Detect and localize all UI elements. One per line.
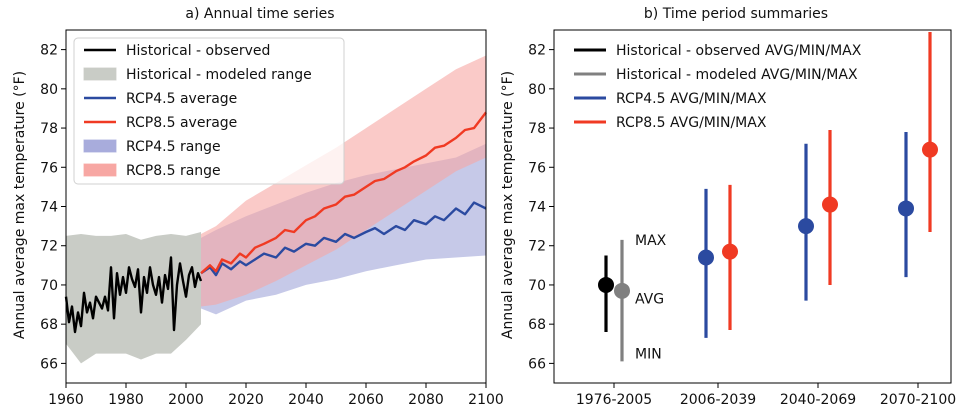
legend-label-rcp8-5-range: RCP8.5 range [126, 163, 221, 179]
panel-a-plot-area [64, 55, 487, 364]
panel-a-annual-time-series: a) Annual time series Annual average max… [12, 6, 504, 408]
legend-label-historical-observed-avg-min-max: Historical - observed AVG/MIN/MAX [616, 43, 862, 59]
legend-label-rcp8-5-avg-min-max: RCP8.5 AVG/MIN/MAX [616, 115, 767, 131]
panel-a-legend-box [73, 37, 345, 185]
line-rcp4-5-average [200, 201, 487, 277]
annotation-avg: AVG [635, 292, 664, 308]
avg-marker-rcp8-5-avg-min-max-2070-2100 [922, 141, 938, 158]
y-tick-label-68: 68 [528, 317, 546, 333]
y-tick-label-66: 66 [40, 356, 58, 372]
panel-a-legend: Historical - observed Historical - modele… [73, 37, 345, 185]
x-tick-label-2040: 2040 [288, 392, 324, 408]
avg-marker-historical-observed-avg-min-max-1976-2005 [598, 276, 614, 293]
y-tick-label-66: 66 [528, 356, 546, 372]
y-tick-label-80: 80 [40, 82, 58, 98]
avg-marker-historical-modeled-avg-min-max-1976-2005 [614, 282, 630, 299]
x-tick-label-2040-2069: 2040-2069 [780, 392, 856, 408]
panel-b-legend: Historical - observed AVG/MIN/MAX Histori… [574, 43, 862, 131]
legend-label-rcp4-5-avg-min-max: RCP4.5 AVG/MIN/MAX [616, 91, 767, 107]
x-tick-label-2100: 2100 [468, 392, 504, 408]
legend-label-rcp8-5-average: RCP8.5 average [126, 115, 237, 131]
line-historical-observed [64, 256, 203, 334]
x-tick-label-1960: 1960 [48, 392, 84, 408]
legend-label-historical-modeled-avg-min-max: Historical - modeled AVG/MIN/MAX [616, 67, 858, 83]
y-tick-label-76: 76 [40, 160, 58, 176]
panel-a-y-axis-label: Annual average max temperature (°F) [12, 71, 28, 339]
legend-label-historical-modeled-range: Historical - modeled range [126, 67, 312, 83]
x-tick-label-2070-2100: 2070-2100 [880, 392, 956, 408]
panel-b-axes: 1976-2005 2006-2039 2040-2069 2070-2100 66 68… [528, 29, 956, 408]
band-historical-modeled-range [66, 232, 201, 364]
y-tick-label-78: 78 [528, 121, 546, 137]
y-tick-label-74: 74 [528, 200, 546, 216]
y-tick-label-70: 70 [528, 278, 546, 294]
legend-label-rcp4-5-average: RCP4.5 average [126, 91, 237, 107]
legend-label-historical-observed: Historical - observed [126, 43, 270, 59]
y-tick-label-68: 68 [40, 317, 58, 333]
avg-marker-rcp4-5-avg-min-max-2006-2039 [698, 249, 714, 266]
x-tick-label-2006-2039: 2006-2039 [680, 392, 756, 408]
x-tick-label-1980: 1980 [108, 392, 144, 408]
panel-a-title: a) Annual time series [185, 6, 334, 22]
x-tick-label-2060: 2060 [348, 392, 384, 408]
avg-marker-rcp4-5-avg-min-max-2040-2069 [798, 218, 814, 235]
x-tick-label-2080: 2080 [408, 392, 444, 408]
avg-marker-rcp8-5-avg-min-max-2006-2039 [722, 243, 738, 260]
panel-b-time-period-summaries: b) Time period summaries Annual average … [500, 6, 956, 408]
y-tick-label-74: 74 [40, 200, 58, 216]
y-tick-label-82: 82 [40, 43, 58, 59]
y-tick-label-78: 78 [40, 121, 58, 137]
line-rcp8-5-average [200, 111, 487, 275]
y-tick-label-72: 72 [40, 239, 58, 255]
panel-a-axes: 1960 1980 2000 2020 2040 2060 2080 2100 66 68 70 72… [40, 29, 504, 408]
annotation-min: MIN [635, 347, 662, 363]
y-tick-label-80: 80 [528, 82, 546, 98]
y-tick-label-82: 82 [528, 43, 546, 59]
y-tick-label-70: 70 [40, 278, 58, 294]
x-tick-label-2000: 2000 [168, 392, 204, 408]
avg-marker-rcp8-5-avg-min-max-2040-2069 [822, 196, 838, 213]
panel-b-y-axis-label: Annual average max temperature (°F) [500, 71, 516, 339]
legend-swatch-historical-modeled-range [83, 67, 117, 81]
panel-b-title: b) Time period summaries [644, 6, 828, 22]
legend-swatch-rcp8-5-range [83, 163, 117, 177]
annotation-max: MAX [635, 233, 667, 249]
panel-b-plot-area: MAX AVG MIN [598, 31, 938, 363]
x-tick-label-2020: 2020 [228, 392, 264, 408]
y-tick-label-72: 72 [528, 239, 546, 255]
legend-swatch-rcp4-5-range [83, 139, 117, 153]
y-tick-label-76: 76 [528, 160, 546, 176]
legend-label-rcp4-5-range: RCP4.5 range [126, 139, 221, 155]
avg-marker-rcp4-5-avg-min-max-2070-2100 [898, 200, 914, 217]
x-tick-label-1976-2005: 1976-2005 [576, 392, 652, 408]
